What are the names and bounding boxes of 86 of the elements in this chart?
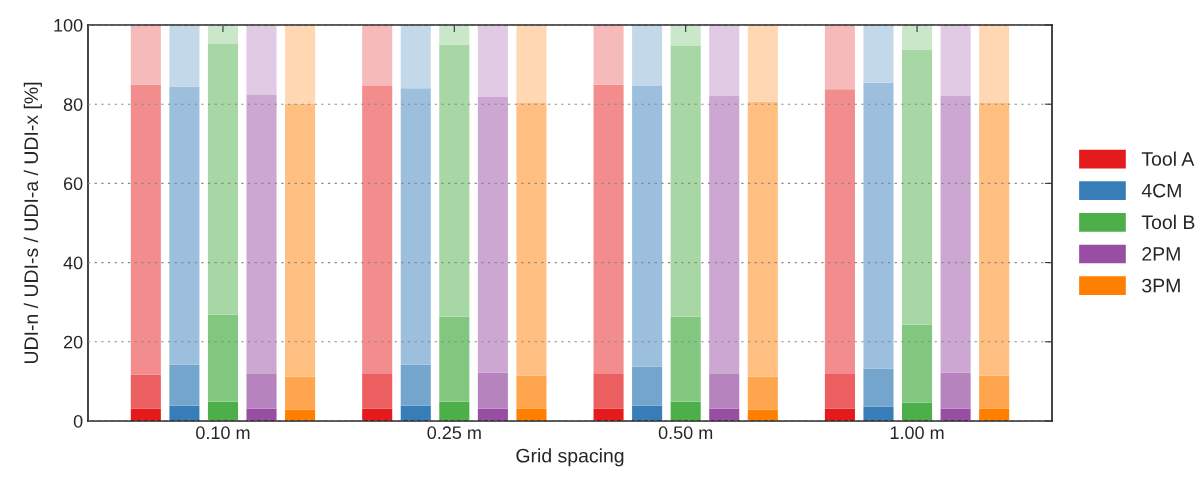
bar bbox=[747, 376, 778, 410]
bar bbox=[940, 372, 971, 409]
bar bbox=[979, 103, 1010, 376]
bar bbox=[477, 25, 508, 98]
bar bbox=[362, 85, 393, 374]
bar bbox=[516, 103, 547, 376]
legend-label: 3PM bbox=[1142, 278, 1180, 293]
bar bbox=[285, 25, 316, 104]
bar bbox=[439, 316, 470, 402]
bar bbox=[979, 375, 1010, 409]
bar bbox=[632, 85, 663, 367]
bar bbox=[477, 97, 508, 373]
bar bbox=[246, 95, 277, 374]
y-tick-label: 100 bbox=[54, 18, 83, 32]
bar bbox=[940, 25, 971, 96]
bar bbox=[285, 376, 316, 410]
bar bbox=[747, 101, 778, 377]
legend-label: 4CM bbox=[1141, 183, 1181, 198]
y-tick-label: 20 bbox=[63, 335, 83, 349]
bar bbox=[863, 406, 894, 421]
bar bbox=[593, 373, 624, 409]
bar bbox=[670, 25, 701, 46]
y-tick-label: 0 bbox=[73, 414, 83, 428]
bar bbox=[400, 364, 431, 406]
bar bbox=[979, 25, 1010, 104]
bar bbox=[632, 366, 663, 406]
bar bbox=[632, 25, 663, 86]
bar bbox=[130, 84, 161, 375]
bar bbox=[516, 25, 547, 104]
y-tick-label: 60 bbox=[63, 177, 83, 191]
bar bbox=[169, 86, 200, 365]
bar bbox=[940, 95, 971, 373]
bar bbox=[207, 314, 238, 402]
bar bbox=[400, 88, 431, 365]
x-tick-label: 0.25 m bbox=[427, 426, 481, 440]
bar bbox=[362, 25, 393, 86]
legend-label: Tool B bbox=[1141, 214, 1195, 230]
bar bbox=[709, 25, 740, 96]
bar bbox=[824, 373, 855, 409]
bar bbox=[863, 25, 894, 83]
y-axis-title: UDI-n / UDI-s / UDI-a / UDI-x [%] bbox=[23, 82, 42, 364]
y-tick-label: 40 bbox=[63, 256, 83, 270]
bar bbox=[285, 103, 316, 377]
bar bbox=[747, 25, 778, 102]
bar bbox=[246, 373, 277, 409]
bar bbox=[439, 401, 470, 421]
bar bbox=[207, 25, 238, 45]
bar bbox=[130, 25, 161, 85]
bar bbox=[362, 373, 393, 409]
bar bbox=[246, 25, 277, 96]
bar bbox=[516, 375, 547, 409]
x-tick-label: 0.10 m bbox=[196, 426, 250, 440]
y-tick-label: 80 bbox=[63, 98, 83, 111]
bar bbox=[902, 402, 933, 421]
x-tick-label: 0.50 m bbox=[658, 426, 713, 440]
bar bbox=[709, 95, 740, 374]
bar bbox=[824, 25, 855, 90]
bar bbox=[593, 84, 624, 374]
legend-label: Tool A bbox=[1141, 151, 1195, 166]
bar bbox=[863, 82, 894, 369]
bar bbox=[709, 373, 740, 409]
bar bbox=[246, 408, 277, 421]
bar bbox=[824, 89, 855, 374]
bar bbox=[902, 49, 933, 325]
bar bbox=[207, 401, 238, 421]
bar bbox=[439, 44, 470, 317]
bar bbox=[439, 25, 470, 45]
bar bbox=[670, 316, 701, 402]
bar bbox=[169, 364, 200, 406]
bar bbox=[670, 45, 701, 317]
bar bbox=[169, 25, 200, 87]
bar bbox=[400, 25, 431, 89]
bar bbox=[902, 25, 933, 50]
bar bbox=[632, 405, 663, 421]
bar bbox=[477, 372, 508, 409]
x-tick-label: 1.00 m bbox=[890, 426, 944, 440]
bar bbox=[207, 44, 238, 315]
legend-label: 2PM bbox=[1142, 247, 1180, 261]
bar bbox=[902, 324, 933, 403]
bar bbox=[400, 405, 431, 421]
bar bbox=[863, 368, 894, 407]
x-axis-title: Grid spacing bbox=[516, 448, 624, 467]
bar bbox=[169, 405, 200, 421]
bar bbox=[130, 374, 161, 409]
bar bbox=[593, 25, 624, 85]
bar bbox=[670, 401, 701, 421]
